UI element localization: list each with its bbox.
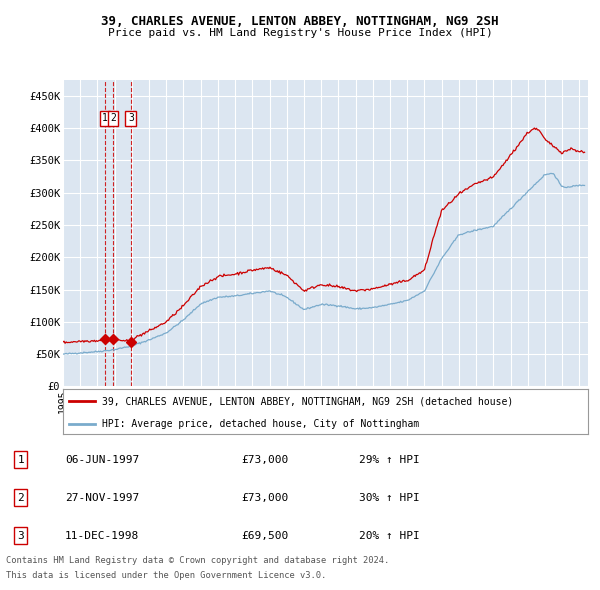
- Text: 27-NOV-1997: 27-NOV-1997: [65, 493, 139, 503]
- Text: 06-JUN-1997: 06-JUN-1997: [65, 455, 139, 464]
- Text: This data is licensed under the Open Government Licence v3.0.: This data is licensed under the Open Gov…: [6, 571, 326, 579]
- Text: 29% ↑ HPI: 29% ↑ HPI: [359, 455, 419, 464]
- Text: £73,000: £73,000: [241, 493, 289, 503]
- Text: 1: 1: [102, 113, 108, 123]
- Text: 1: 1: [17, 455, 24, 464]
- Text: £73,000: £73,000: [241, 455, 289, 464]
- Text: 2: 2: [110, 113, 116, 123]
- Text: 3: 3: [17, 530, 24, 540]
- Text: Price paid vs. HM Land Registry's House Price Index (HPI): Price paid vs. HM Land Registry's House …: [107, 28, 493, 38]
- Text: 11-DEC-1998: 11-DEC-1998: [65, 530, 139, 540]
- Text: HPI: Average price, detached house, City of Nottingham: HPI: Average price, detached house, City…: [103, 419, 419, 429]
- Text: 30% ↑ HPI: 30% ↑ HPI: [359, 493, 419, 503]
- Text: 39, CHARLES AVENUE, LENTON ABBEY, NOTTINGHAM, NG9 2SH (detached house): 39, CHARLES AVENUE, LENTON ABBEY, NOTTIN…: [103, 396, 514, 407]
- Text: £69,500: £69,500: [241, 530, 289, 540]
- Text: 20% ↑ HPI: 20% ↑ HPI: [359, 530, 419, 540]
- Text: 39, CHARLES AVENUE, LENTON ABBEY, NOTTINGHAM, NG9 2SH: 39, CHARLES AVENUE, LENTON ABBEY, NOTTIN…: [101, 15, 499, 28]
- Text: Contains HM Land Registry data © Crown copyright and database right 2024.: Contains HM Land Registry data © Crown c…: [6, 556, 389, 565]
- Text: 3: 3: [128, 113, 134, 123]
- Text: 2: 2: [17, 493, 24, 503]
